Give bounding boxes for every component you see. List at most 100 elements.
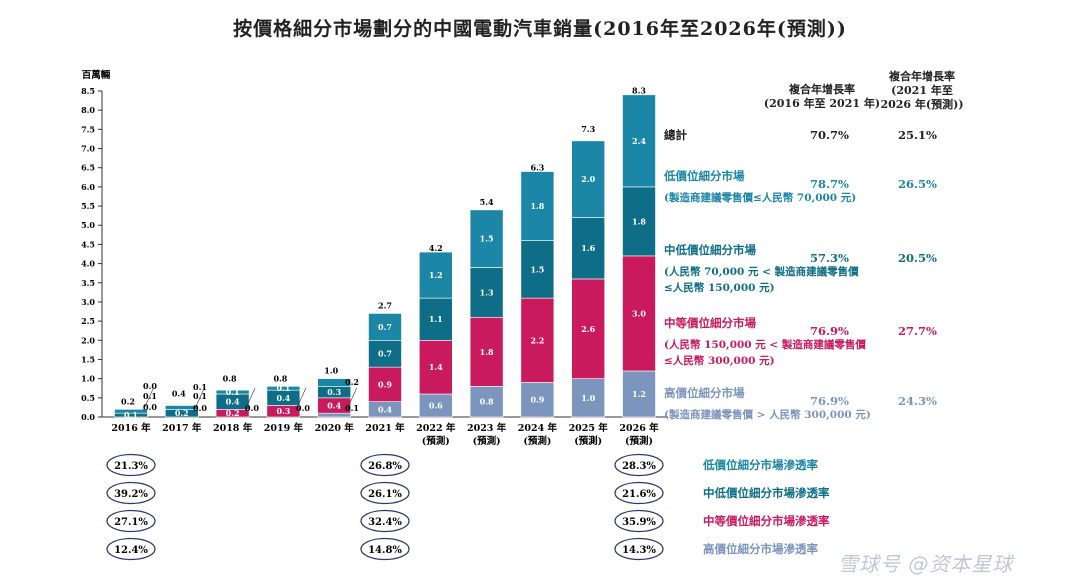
x-tick-sublabel: (預測)	[523, 435, 551, 447]
x-tick-label: 2025 年	[569, 422, 609, 434]
bar-segment-label: 1.2	[632, 389, 646, 399]
cagr-value-2016-2021: 76.9%	[810, 324, 849, 338]
penetration-value: 21.3%	[114, 461, 148, 472]
bar-segment-label: 1.8	[530, 201, 544, 211]
penetration-legend-label: 低價位細分市場滲透率	[703, 458, 818, 472]
bar-segment-label: 0.1	[276, 383, 290, 393]
bar-total-label: 2.7	[378, 300, 392, 310]
bar-segment-label: 3.0	[632, 308, 646, 318]
y-tick-label: 2.0	[81, 335, 95, 345]
x-tick-sublabel: (預測)	[473, 435, 501, 447]
cagr-row-desc: (人民幣 70,000 元 < 製造商建議零售價	[664, 266, 859, 278]
chart-title: 按價格細分市場劃分的中國電動汽車銷量(2016年至2026年(預測))	[233, 18, 847, 40]
penetration-ellipse	[106, 537, 156, 561]
small-value-label: 0.0	[143, 381, 157, 391]
bar-segment-label: 0.4	[378, 404, 392, 414]
leader-line	[194, 387, 205, 411]
y-tick-label: 5.5	[81, 201, 95, 211]
bar-segment	[418, 297, 453, 341]
bar-segment	[622, 370, 656, 418]
bar-segment-label: 0.1	[124, 410, 138, 420]
bar-total-label: 4.2	[429, 243, 443, 253]
bar-segment	[571, 140, 606, 218]
x-tick-label: 2018 年	[213, 422, 253, 434]
bar-segment	[520, 297, 555, 383]
x-tick-sublabel: (預測)	[625, 435, 653, 447]
bar-segment-label: 0.3	[327, 387, 341, 397]
x-tick-label: 2021 年	[365, 422, 405, 434]
x-tick-label: 2019 年	[264, 422, 304, 434]
cagr-row-name: 低價位細分市場	[664, 169, 745, 183]
bar-segment-label: 0.2	[226, 408, 240, 418]
x-tick-label: 2023 年	[467, 422, 507, 434]
bar-segment	[368, 366, 402, 402]
penetration-ellipse	[614, 481, 664, 505]
x-tick-sublabel: (預測)	[574, 435, 602, 447]
bar-segment-label: 0.2	[175, 408, 189, 418]
bar-segment	[215, 389, 250, 395]
small-value-label: 0.0	[296, 403, 310, 413]
watermark: 雪球号 @资本星球	[838, 552, 1014, 576]
bar-segment-label: 1.0	[581, 393, 595, 403]
leader-line	[244, 387, 256, 411]
cagr-value-2016-2021: 78.7%	[810, 177, 849, 191]
penetration-value: 26.8%	[368, 461, 402, 472]
y-tick-label: 2.5	[81, 316, 95, 326]
y-tick-label: 3.0	[81, 297, 95, 307]
cagr-value-2021-2026: 25.1%	[898, 128, 937, 142]
bar-segment	[418, 339, 453, 395]
penetration-value: 27.1%	[114, 517, 148, 528]
cagr-header-2-line2: (2021 年至	[891, 84, 953, 97]
bar-total-label: 1.0	[324, 366, 338, 376]
y-tick-label: 8.5	[81, 86, 95, 96]
y-tick-label: 1.5	[81, 354, 95, 364]
penetration-ellipse	[360, 509, 410, 533]
y-tick-label: 1.0	[81, 374, 95, 384]
cagr-value-2016-2021: 57.3%	[810, 251, 849, 265]
bar-segment-label: 0.1	[226, 387, 240, 397]
cagr-row-name: 總計	[664, 128, 687, 142]
cagr-value-2016-2021: 70.7%	[810, 128, 849, 142]
cagr-row-desc: (人民幣 150,000 元 < 製造商建議零售價	[664, 339, 866, 351]
bar-segment-label: 1.4	[429, 362, 443, 372]
bar-segment-label: 1.5	[530, 264, 544, 274]
x-tick-label: 2026 年	[619, 422, 659, 434]
penetration-ellipse	[106, 481, 156, 505]
x-tick-label: 2022 年	[416, 422, 456, 434]
bar-segment-label: 2.2	[530, 335, 544, 345]
bar-segment-label: 0.4	[327, 400, 341, 410]
bar-segment	[266, 386, 301, 391]
bar-segment	[165, 405, 199, 410]
cagr-header-2-line1: 複合年增長率	[889, 70, 955, 83]
bar-segment	[520, 382, 555, 418]
bar-segment-label: 0.4	[276, 393, 290, 403]
bar-segment-label: 1.3	[480, 287, 494, 297]
penetration-ellipse	[360, 537, 410, 561]
penetration-value: 28.3%	[622, 461, 656, 472]
bar-segment	[317, 412, 352, 418]
penetration-legend-label: 中等價位細分市場滲透率	[703, 514, 830, 528]
cagr-row-desc: ≤人民幣 300,000 元)	[664, 355, 775, 367]
cagr-row-name: 中等價位細分市場	[664, 316, 756, 330]
y-tick-label: 5.0	[81, 220, 95, 230]
bar-segment	[469, 386, 504, 418]
bar-segment	[571, 217, 606, 280]
penetration-ellipse	[106, 509, 156, 533]
cagr-value-2021-2026: 27.7%	[898, 324, 937, 338]
bar-total-label: 6.3	[530, 162, 544, 172]
x-tick-sublabel: (預測)	[422, 435, 450, 447]
cagr-header-2-line3: 2026 年(預測))	[880, 98, 964, 111]
bar-segment-label: 0.9	[378, 379, 392, 389]
bar-segment	[469, 316, 504, 387]
bar-total-label: 0.4	[172, 389, 186, 399]
penetration-value: 26.1%	[368, 489, 402, 500]
small-value-label: 0.0	[193, 403, 207, 413]
leader-line	[346, 387, 357, 411]
bar-segment-label: 0.7	[378, 349, 392, 359]
cagr-value-2021-2026: 26.5%	[898, 177, 937, 191]
penetration-ellipse	[614, 537, 664, 561]
cagr-row-desc: ≤人民幣 150,000 元)	[664, 282, 775, 294]
bar-total-label: 8.3	[632, 86, 646, 96]
penetration-ellipse	[614, 453, 664, 477]
cagr-row-desc: (製造商建議零售價≤人民幣 70,000 元)	[664, 192, 857, 204]
